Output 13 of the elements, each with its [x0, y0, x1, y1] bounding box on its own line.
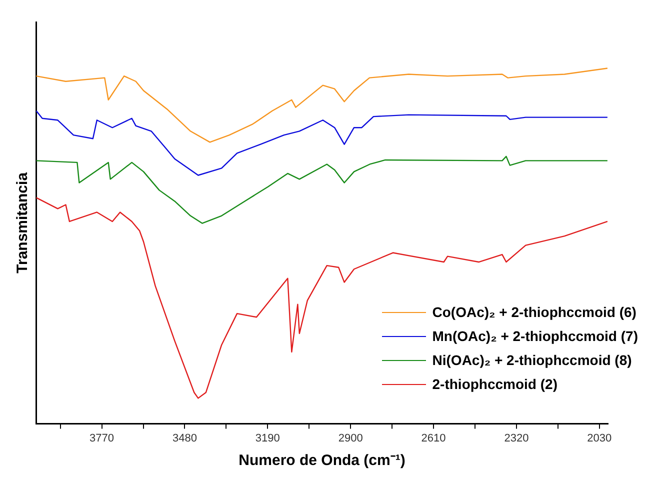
x-tick-label: 2610: [421, 432, 446, 444]
x-tick-label: 3480: [172, 432, 197, 444]
legend-label: Co(OAc)₂ + 2-thiophccmoid (6): [432, 304, 636, 320]
x-tick-label: 2030: [587, 432, 612, 444]
y-axis-title: Transmitancia: [14, 172, 32, 274]
x-axis-title: Numero de Onda (cm⁻¹): [238, 452, 406, 470]
x-tick-label: 2320: [504, 432, 529, 444]
legend-label: 2-thiophccmoid (2): [432, 376, 558, 392]
x-tick-label: 2900: [338, 432, 363, 444]
x-tick-label: 3770: [90, 432, 114, 444]
x-tick-label: 3190: [255, 432, 280, 444]
legend-label: Mn(OAc)₂ + 2-thiophccmoid (7): [432, 328, 638, 344]
legend-label: Ni(OAc)₂ + 2-thiophccmoid (8): [432, 352, 632, 368]
